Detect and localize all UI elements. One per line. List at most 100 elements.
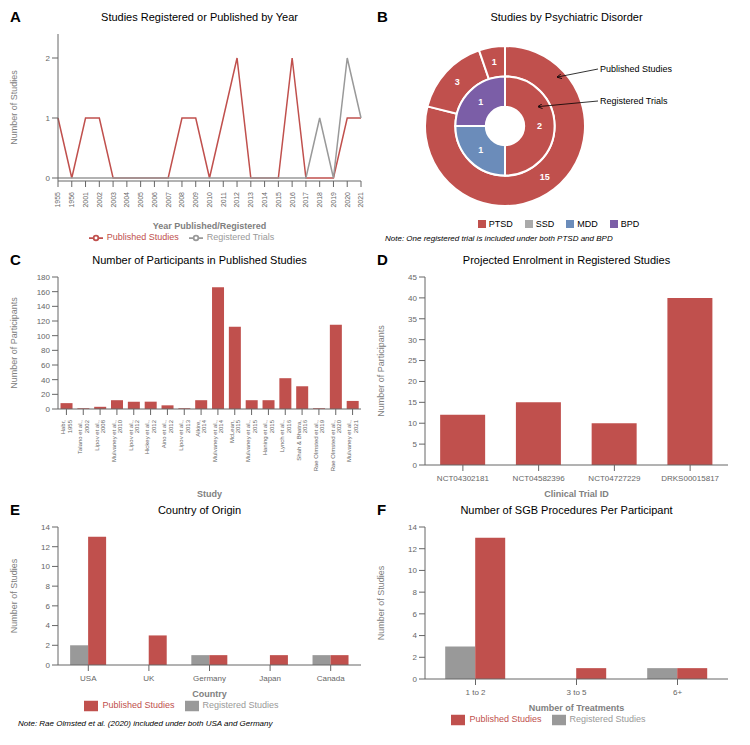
svg-text:40: 40 [41,376,50,385]
svg-text:10: 10 [408,419,417,428]
svg-text:20: 20 [408,377,417,386]
svg-text:10: 10 [408,566,417,575]
svg-text:1955: 1955 [54,192,61,208]
svg-text:Mulvaney et al.,2021: Mulvaney et al.,2021 [346,419,359,462]
svg-text:30: 30 [408,336,417,345]
svg-text:Aino et al.,2012: Aino et al.,2012 [161,419,174,448]
svg-text:1: 1 [492,57,497,67]
svg-text:Number of Participants: Number of Participants [9,297,19,389]
svg-text:2008: 2008 [178,192,185,208]
svg-text:Clinical Trial ID: Clinical Trial ID [544,489,609,499]
svg-text:25: 25 [408,356,417,365]
svg-text:2017: 2017 [302,192,309,208]
svg-text:8: 8 [413,588,418,597]
svg-text:0: 0 [46,174,51,183]
svg-text:DRKS00015817: DRKS00015817 [661,474,719,483]
svg-text:2: 2 [413,653,418,662]
svg-text:2006: 2006 [151,192,158,208]
svg-text:2002: 2002 [96,192,103,208]
svg-text:5: 5 [413,440,418,449]
svg-text:Hickey et al.,2012: Hickey et al.,2012 [144,419,157,454]
svg-text:Year Published/Registered: Year Published/Registered [153,221,267,231]
svg-text:40: 40 [408,294,417,303]
svg-text:140: 140 [37,302,51,311]
svg-text:Mulvaney et al.,2014: Mulvaney et al.,2014 [212,419,225,462]
svg-text:3: 3 [455,77,460,87]
svg-text:2005: 2005 [137,192,144,208]
svg-text:Number of Treatments: Number of Treatments [529,703,625,713]
svg-text:Shah & Bhatra,2016: Shah & Bhatra,2016 [296,419,309,460]
svg-text:NCT04582396: NCT04582396 [513,474,566,483]
svg-text:2004: 2004 [123,192,130,208]
svg-text:Japan: Japan [259,674,281,683]
svg-text:2003: 2003 [110,192,117,208]
svg-text:0: 0 [413,675,418,684]
svg-text:2011: 2011 [220,192,227,207]
svg-text:180: 180 [37,273,51,282]
svg-text:Lynch et al.,2016: Lynch et al.,2016 [279,419,292,452]
svg-text:4: 4 [46,621,51,630]
svg-text:NCT04302181: NCT04302181 [437,474,490,483]
svg-text:2016: 2016 [289,192,296,208]
svg-text:20: 20 [41,390,50,399]
svg-text:12: 12 [408,545,417,554]
svg-text:NCT04727229: NCT04727229 [588,474,641,483]
svg-text:Lipov et al.,2008: Lipov et al.,2008 [94,419,107,450]
svg-text:6: 6 [46,602,51,611]
svg-text:2: 2 [46,641,51,650]
svg-text:Talano et al.,2002: Talano et al.,2002 [77,419,90,454]
svg-text:6+: 6+ [673,688,682,697]
svg-text:6: 6 [413,610,418,619]
svg-text:1 to 2: 1 to 2 [465,688,486,697]
svg-text:2010: 2010 [206,192,213,208]
svg-text:Country: Country [192,689,227,699]
svg-text:15: 15 [408,398,417,407]
svg-text:2018: 2018 [316,192,323,208]
svg-text:1956: 1956 [68,192,75,208]
svg-text:Alkire,2014: Alkire,2014 [195,419,208,436]
svg-text:2012: 2012 [233,192,240,208]
svg-text:Number of Studies: Number of Studies [376,565,386,640]
svg-text:2: 2 [537,121,542,131]
svg-text:Mulvaney et al.,2015: Mulvaney et al.,2015 [245,419,258,462]
svg-text:1: 1 [478,97,483,107]
svg-text:USA: USA [80,674,97,683]
svg-text:Germany: Germany [193,674,226,683]
svg-text:2007: 2007 [165,192,172,208]
svg-text:14: 14 [41,523,50,532]
svg-text:0: 0 [46,661,51,670]
svg-text:Rae Olmsted et al.,2019: Rae Olmsted et al.,2019 [313,419,326,471]
svg-text:2014: 2014 [261,192,268,208]
svg-text:Haning et al.,2015: Haning et al.,2015 [262,419,275,455]
svg-text:2001: 2001 [82,192,89,208]
svg-text:8: 8 [46,582,51,591]
svg-text:12: 12 [41,543,50,552]
svg-text:120: 120 [37,317,51,326]
svg-text:15: 15 [540,172,550,182]
svg-text:Study: Study [197,489,222,499]
svg-text:Number of Studies: Number of Studies [9,558,19,633]
svg-text:3 to 5: 3 to 5 [566,688,587,697]
svg-text:2009: 2009 [192,192,199,208]
svg-text:4: 4 [413,631,418,640]
svg-text:45: 45 [408,273,417,282]
svg-text:Canada: Canada [317,674,346,683]
svg-text:0: 0 [413,461,418,470]
svg-text:0: 0 [46,405,51,414]
svg-text:2013: 2013 [247,192,254,208]
svg-text:2021: 2021 [357,192,364,208]
svg-text:60: 60 [41,361,50,370]
svg-text:McLean,2015: McLean,2015 [229,419,242,443]
svg-text:Mulvaney et al.,2010: Mulvaney et al.,2010 [111,419,124,462]
svg-text:Published Studies: Published Studies [600,64,673,74]
svg-text:80: 80 [41,346,50,355]
svg-text:160: 160 [37,288,51,297]
svg-text:35: 35 [408,315,417,324]
svg-text:14: 14 [408,523,417,532]
svg-text:Number of Studies: Number of Studies [9,70,19,145]
svg-text:2015: 2015 [275,192,282,208]
svg-text:UK: UK [143,674,155,683]
svg-text:100: 100 [37,332,51,341]
svg-text:Lipov et al.,2012: Lipov et al.,2012 [128,419,141,450]
svg-text:2020: 2020 [344,192,351,208]
